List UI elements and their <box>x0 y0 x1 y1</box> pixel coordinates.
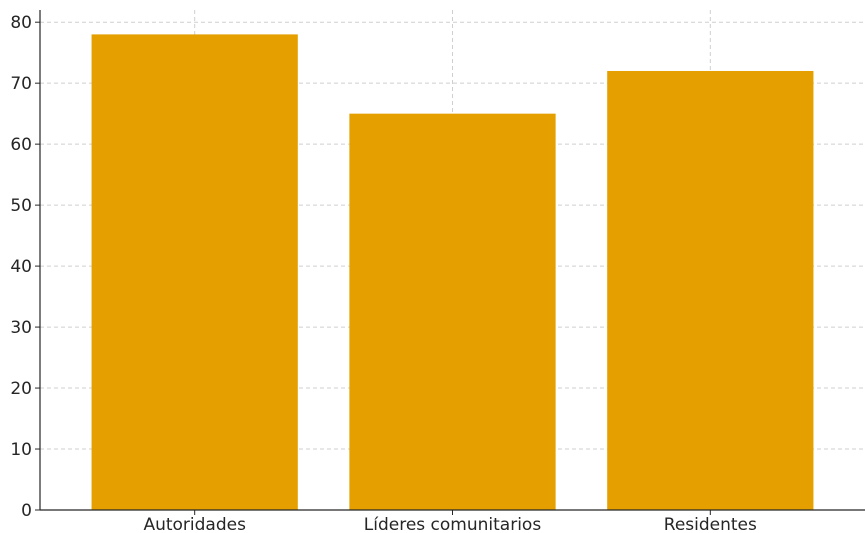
y-tick-label: 30 <box>10 318 32 338</box>
y-tick-label: 10 <box>10 440 32 460</box>
axes-layer <box>35 10 865 515</box>
bars-layer <box>91 34 814 510</box>
y-tick-label: 50 <box>10 196 32 216</box>
y-tick-label: 20 <box>10 379 32 399</box>
bar-3 <box>607 70 814 510</box>
y-tick-label: 60 <box>10 135 32 155</box>
y-tick-label: 0 <box>21 501 32 521</box>
bar-1 <box>91 34 298 510</box>
labels-layer: 0 10 20 30 40 50 60 70 80 Autoridades Líderes comu… <box>10 13 757 533</box>
y-tick-label: 70 <box>10 74 32 94</box>
x-tick-label: Líderes comunitarios <box>364 515 542 533</box>
y-tick-label: 80 <box>10 13 32 33</box>
x-tick-label: Residentes <box>664 515 757 533</box>
y-tick-label: 40 <box>10 257 32 277</box>
x-tick-label: Autoridades <box>143 515 246 533</box>
bar-2 <box>349 113 556 510</box>
